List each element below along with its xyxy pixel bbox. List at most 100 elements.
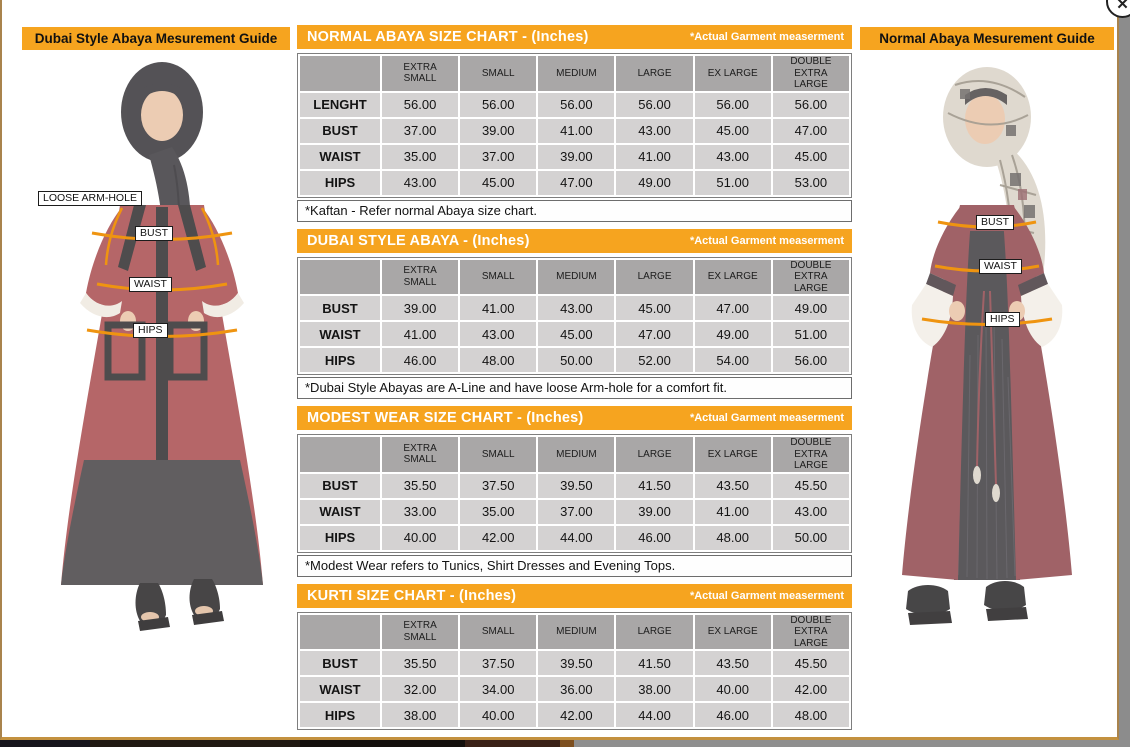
size-column-header: MEDIUM — [538, 56, 615, 91]
measurement-row-label: WAIST — [300, 144, 380, 169]
size-value-cell: 46.00 — [382, 348, 459, 372]
modest-wear-table-header: MODEST WEAR SIZE CHART - (Inches) *Actua… — [297, 406, 852, 430]
size-value-cell: 38.00 — [382, 703, 459, 727]
normal-abaya-table-section: NORMAL ABAYA SIZE CHART - (Inches) *Actu… — [297, 25, 852, 222]
measurement-row-label: WAIST — [300, 322, 380, 346]
size-value-cell: 43.00 — [382, 170, 459, 195]
page-background-strip — [1119, 0, 1130, 747]
size-value-cell: 33.00 — [382, 499, 459, 524]
size-value-cell: 45.00 — [460, 170, 537, 195]
size-value-cell: 45.00 — [538, 322, 615, 346]
size-value-cell: 45.00 — [616, 296, 693, 320]
size-value-cell: 46.00 — [694, 703, 771, 727]
size-column-header: DOUBLE EXTRA LARGE — [772, 437, 849, 472]
size-value-cell: 46.00 — [616, 525, 693, 550]
kurti-table-section: KURTI SIZE CHART - (Inches) *Actual Garm… — [297, 583, 852, 730]
size-value-cell: 51.00 — [694, 170, 771, 195]
size-column-header: EXTRA SMALL — [382, 56, 459, 91]
size-value-cell: 39.00 — [382, 296, 459, 320]
size-column-header: LARGE — [616, 437, 693, 472]
size-column-header: DOUBLE EXTRA LARGE — [772, 614, 849, 649]
background-content-strip — [0, 740, 1130, 747]
size-value-cell: 50.00 — [772, 525, 849, 550]
dubai-style-size-table: EXTRA SMALL SMALL MEDIUM LARGE EX LARGE DOUBL… — [297, 256, 852, 375]
size-value-cell: 47.00 — [694, 296, 771, 320]
size-value-cell: 41.00 — [694, 499, 771, 524]
modest-wear-size-table: EXTRA SMALL SMALL MEDIUM LARGE EX LARGE DOUBL… — [297, 434, 852, 553]
table-footnote: *Modest Wear refers to Tunics, Shirt Dre… — [297, 554, 852, 577]
size-column-header: EX LARGE — [694, 614, 771, 649]
size-value-cell: 49.00 — [694, 322, 771, 346]
measurement-row: BUST 37.00 39.00 41.00 43.00 45.00 47.00 — [300, 118, 849, 143]
kurti-table-header: KURTI SIZE CHART - (Inches) *Actual Garm… — [297, 583, 852, 608]
table-title: NORMAL ABAYA SIZE CHART - (Inches) — [307, 29, 589, 45]
measurement-row-label: BUST — [300, 296, 380, 320]
size-column-header: SMALL — [460, 259, 537, 294]
right-guide-title: Normal Abaya Mesurement Guide — [860, 27, 1114, 50]
size-value-cell: 49.00 — [616, 170, 693, 195]
bust-label: BUST — [135, 226, 174, 241]
size-value-cell: 45.00 — [694, 118, 771, 143]
corner-cell — [300, 259, 380, 294]
size-value-cell: 56.00 — [772, 348, 849, 372]
actual-garment-note: *Actual Garment measerment — [689, 589, 844, 602]
normal-abaya-model-illustration — [902, 67, 1072, 625]
normal-abaya-table-header: NORMAL ABAYA SIZE CHART - (Inches) *Actu… — [297, 25, 852, 49]
size-value-cell: 47.00 — [772, 118, 849, 143]
size-value-cell: 45.50 — [772, 651, 849, 675]
size-value-cell: 51.00 — [772, 322, 849, 346]
dubai-style-figure-panel: LOOSE ARM-HOLE BUST WAIST HIPS — [22, 55, 290, 655]
size-value-cell: 47.00 — [616, 322, 693, 346]
table-footnote: *Kaftan - Refer normal Abaya size chart. — [297, 199, 852, 222]
size-value-cell: 35.00 — [382, 144, 459, 169]
size-column-header: EXTRA SMALL — [382, 437, 459, 472]
size-column-header: MEDIUM — [538, 437, 615, 472]
size-value-cell: 43.00 — [694, 144, 771, 169]
size-column-header: DOUBLE EXTRA LARGE — [772, 259, 849, 294]
measurement-row-label: LENGHT — [300, 92, 380, 117]
measurement-row-label: BUST — [300, 118, 380, 143]
size-value-cell: 40.00 — [382, 525, 459, 550]
measurement-row: WAIST 35.00 37.00 39.00 41.00 43.00 45.00 — [300, 144, 849, 169]
size-column-header: DOUBLE EXTRA LARGE — [772, 56, 849, 91]
size-value-cell: 37.00 — [538, 499, 615, 524]
size-column-header: EX LARGE — [694, 56, 771, 91]
measurement-row-label: WAIST — [300, 677, 380, 701]
measurement-row: HIPS 46.00 48.00 50.00 52.00 54.00 56.00 — [300, 348, 849, 372]
normal-abaya-size-table: EXTRA SMALL SMALL MEDIUM LARGE EX LARGE DOUBL… — [297, 53, 852, 198]
size-value-cell: 41.50 — [616, 651, 693, 675]
size-value-cell: 35.00 — [460, 499, 537, 524]
size-value-cell: 39.50 — [538, 473, 615, 498]
measurement-row: LENGHT 56.00 56.00 56.00 56.00 56.00 56.00 — [300, 92, 849, 117]
size-value-cell: 47.00 — [538, 170, 615, 195]
dubai-abaya-model-illustration — [61, 62, 263, 631]
size-value-cell: 56.00 — [616, 92, 693, 117]
size-value-cell: 37.00 — [460, 144, 537, 169]
size-value-cell: 39.50 — [538, 651, 615, 675]
size-value-cell: 45.50 — [772, 473, 849, 498]
size-value-cell: 40.00 — [460, 703, 537, 727]
size-tables-column: NORMAL ABAYA SIZE CHART - (Inches) *Actu… — [297, 25, 852, 737]
measurement-row: HIPS 43.00 45.00 47.00 49.00 51.00 53.00 — [300, 170, 849, 195]
size-value-cell: 48.00 — [460, 348, 537, 372]
corner-cell — [300, 437, 380, 472]
size-value-cell: 37.50 — [460, 651, 537, 675]
table-title: KURTI SIZE CHART - (Inches) — [307, 587, 517, 604]
size-value-cell: 45.00 — [772, 144, 849, 169]
size-value-cell: 41.50 — [616, 473, 693, 498]
size-value-cell: 41.00 — [460, 296, 537, 320]
size-value-cell: 56.00 — [382, 92, 459, 117]
size-value-cell: 43.50 — [694, 651, 771, 675]
size-value-cell: 44.00 — [538, 525, 615, 550]
size-column-header: LARGE — [616, 614, 693, 649]
size-value-cell: 56.00 — [772, 92, 849, 117]
close-button[interactable]: ✕ — [1106, 0, 1130, 18]
measurement-row: HIPS 40.00 42.00 44.00 46.00 48.00 50.00 — [300, 525, 849, 550]
size-column-header: SMALL — [460, 56, 537, 91]
measurement-row-label: HIPS — [300, 170, 380, 195]
measurement-row: HIPS 38.00 40.00 42.00 44.00 46.00 48.00 — [300, 703, 849, 727]
size-column-header: LARGE — [616, 56, 693, 91]
size-value-cell: 48.00 — [694, 525, 771, 550]
size-value-cell: 43.00 — [460, 322, 537, 346]
